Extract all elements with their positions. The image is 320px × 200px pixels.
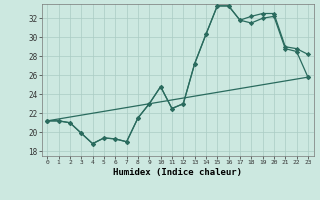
X-axis label: Humidex (Indice chaleur): Humidex (Indice chaleur): [113, 168, 242, 177]
